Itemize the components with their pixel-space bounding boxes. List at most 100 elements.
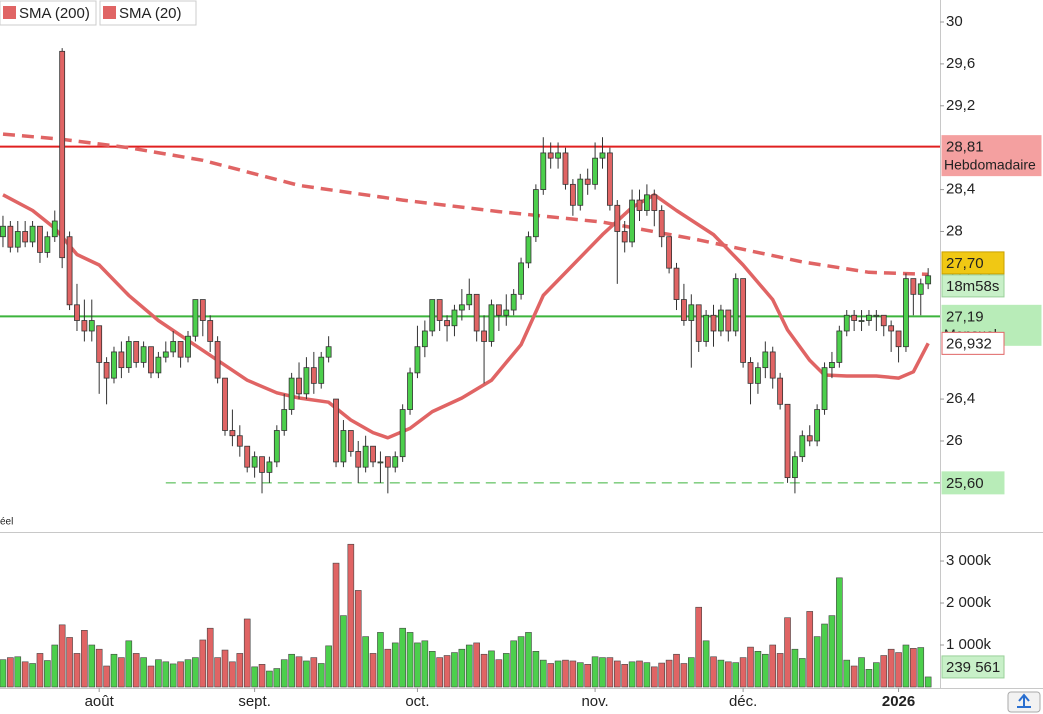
- candle-body: [688, 304, 695, 321]
- volume-bar: [917, 647, 925, 688]
- volume-bar: [406, 632, 414, 688]
- volume-bar: [606, 657, 614, 688]
- candle-body: [37, 225, 43, 253]
- candle-body: [732, 278, 739, 332]
- price-tag: [941, 331, 1005, 355]
- volume-bar: [317, 663, 325, 688]
- volume-bar: [539, 659, 547, 688]
- volume-bar: [747, 646, 754, 688]
- volume-bar: [451, 652, 458, 688]
- volume-tag: [941, 655, 1005, 679]
- candle-body: [769, 351, 776, 379]
- candle-body: [910, 278, 917, 295]
- candle-body: [643, 194, 650, 211]
- volume-bar: [399, 627, 406, 688]
- x-tick-label: oct.: [405, 693, 429, 710]
- candle-body: [29, 225, 36, 243]
- volume-tick-label: 3 000k: [946, 552, 992, 569]
- volume-bar: [95, 648, 103, 688]
- volume-bar: [887, 648, 895, 688]
- price-tag-note: Hebdomadaire: [944, 156, 1036, 172]
- candle-body: [725, 309, 732, 332]
- candle-body: [740, 278, 747, 363]
- volume-bar: [547, 663, 554, 688]
- candle-body: [799, 435, 806, 458]
- volume-bar: [725, 661, 732, 688]
- candle-body: [347, 430, 354, 452]
- x-tick-label: déc.: [729, 693, 757, 710]
- candle-body: [229, 430, 236, 437]
- candle-body: [681, 299, 687, 321]
- volume-bar: [636, 660, 643, 688]
- volume-bar: [865, 669, 873, 688]
- candle-body: [325, 346, 332, 358]
- candle-body: [370, 445, 376, 463]
- price-tag-label: 26,932: [946, 335, 992, 352]
- legend-label: SMA (200): [19, 5, 90, 22]
- volume-bar: [88, 644, 96, 688]
- legend-swatch: [103, 6, 116, 19]
- volume-bar: [688, 657, 695, 688]
- candle-body: [547, 152, 554, 159]
- volume-bar: [295, 656, 303, 688]
- volume-bar: [650, 666, 658, 688]
- volume-bar: [576, 662, 584, 688]
- candle-body: [718, 309, 724, 332]
- candle-body: [429, 299, 436, 332]
- volume-bar: [465, 644, 473, 688]
- volume-bar: [214, 657, 221, 688]
- volume-bar: [554, 660, 562, 688]
- volume-bar: [303, 660, 310, 688]
- x-tick-label: sept.: [238, 693, 271, 710]
- candle-body: [858, 320, 865, 322]
- sma-line: [2, 132, 929, 277]
- volume-bar: [680, 663, 688, 688]
- scroll-button[interactable]: [1007, 691, 1041, 713]
- candle-body: [74, 304, 80, 321]
- volume-bar: [377, 632, 384, 688]
- candle-body: [866, 314, 872, 321]
- candle-body: [296, 377, 302, 395]
- price-tag-label: 25,60: [946, 475, 984, 492]
- volume-bar: [532, 651, 540, 688]
- candle-body: [88, 320, 95, 332]
- volume-bar: [517, 636, 525, 688]
- volume-bar: [658, 662, 666, 688]
- candle-body: [96, 325, 103, 363]
- volume-bar: [502, 653, 510, 688]
- source-note: éel: [0, 517, 13, 528]
- volume-bar: [36, 653, 44, 688]
- candle-body: [444, 320, 450, 327]
- volume-bar: [251, 666, 258, 688]
- volume-bar: [103, 665, 110, 688]
- candle-body: [880, 314, 887, 327]
- y-tick-label: 30: [946, 13, 963, 30]
- volume-bar: [717, 659, 725, 688]
- volume-bar: [754, 651, 762, 688]
- volume-bar: [813, 636, 821, 688]
- candle-body: [59, 50, 66, 259]
- volume-bar: [562, 659, 569, 688]
- volume-bar: [184, 659, 192, 688]
- candle-body: [66, 236, 73, 306]
- candle-body: [636, 199, 643, 211]
- candle-body: [362, 445, 369, 468]
- candle-body: [606, 152, 613, 206]
- candle-body: [451, 309, 458, 327]
- candle-body: [466, 293, 473, 306]
- volume-bar: [784, 617, 791, 688]
- volume-bar: [695, 606, 703, 688]
- volume-bar: [81, 630, 88, 688]
- candle-body: [458, 304, 465, 311]
- volume-bar: [843, 659, 851, 688]
- volume-bar: [591, 656, 599, 688]
- scroll-button-icon[interactable]: [1017, 693, 1031, 708]
- volume-bar: [776, 653, 784, 688]
- candle-body: [192, 299, 199, 337]
- volume-bar: [613, 660, 621, 688]
- candle-body: [414, 346, 421, 374]
- volume-bar: [665, 659, 673, 688]
- candle-body: [259, 456, 265, 473]
- volume-bar: [155, 659, 162, 688]
- candle-body: [843, 314, 850, 332]
